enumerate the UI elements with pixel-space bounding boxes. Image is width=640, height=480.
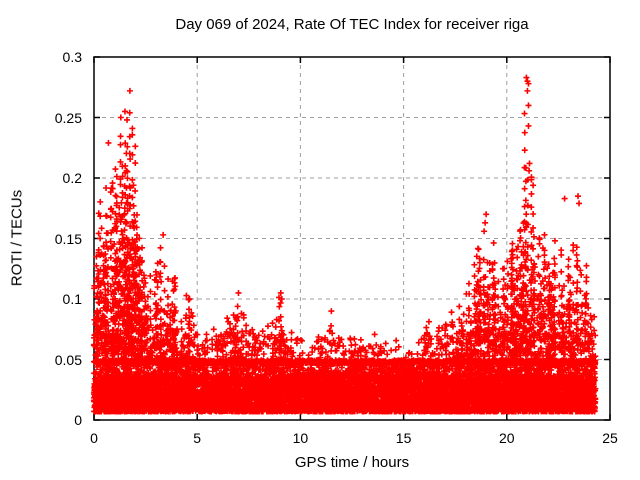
chart-title: Day 069 of 2024, Rate Of TEC Index for r…	[175, 16, 529, 33]
y-tick-label: 0.15	[54, 230, 82, 247]
x-tick-label: 25	[602, 430, 618, 446]
y-tick-label: 0.05	[54, 351, 82, 368]
y-tick-label: 0	[74, 412, 82, 428]
x-tick-label: 10	[292, 430, 309, 446]
y-tick-label: 0.3	[62, 49, 82, 65]
x-tick-label: 5	[193, 430, 202, 446]
x-axis-label: GPS time / hours	[294, 454, 410, 471]
x-tick-label: 0	[90, 430, 98, 446]
x-tick-label: 15	[395, 430, 412, 446]
y-tick-label: 0.2	[62, 170, 82, 186]
x-tick-label: 20	[499, 430, 515, 446]
y-tick-label: 0.1	[62, 291, 82, 307]
y-tick-label: 0.25	[54, 109, 82, 126]
